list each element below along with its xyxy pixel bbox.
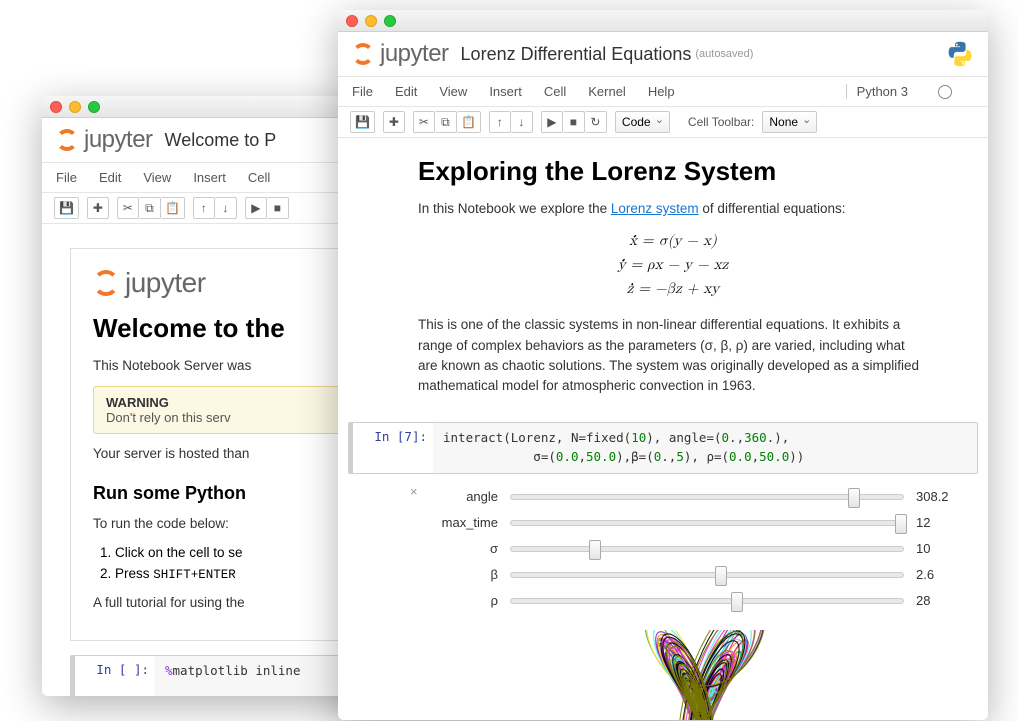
slider-value: 12	[916, 515, 966, 530]
close-widgets-icon[interactable]: ×	[410, 484, 418, 499]
minimize-icon[interactable]	[69, 101, 81, 113]
slider-value: 10	[916, 541, 966, 556]
zoom-icon[interactable]	[384, 15, 396, 27]
restart-button[interactable]: ↻	[585, 111, 607, 133]
jupyter-logo[interactable]: jupyter	[56, 126, 153, 154]
window-lorenz: jupyter Lorenz Differential Equations (a…	[338, 10, 988, 720]
slider-β[interactable]: β 2.6	[428, 562, 966, 588]
kernel-indicator[interactable]: Python 3	[846, 84, 974, 99]
slider-track[interactable]	[510, 520, 904, 526]
menu-item-edit[interactable]: Edit	[99, 170, 121, 185]
heading: Exploring the Lorenz System	[418, 156, 928, 187]
header: jupyter Lorenz Differential Equations (a…	[338, 32, 988, 77]
slider-label: max_time	[428, 515, 498, 530]
python-logo-icon	[946, 40, 974, 68]
copy-button[interactable]: ⧉	[139, 197, 161, 219]
close-icon[interactable]	[346, 15, 358, 27]
move-down-button[interactable]: ↓	[215, 197, 237, 219]
jupyter-logo[interactable]: jupyter	[352, 40, 449, 68]
menu-item-help[interactable]: Help	[648, 84, 675, 99]
menu-item-kernel[interactable]: Kernel	[588, 84, 626, 99]
menu-item-cell[interactable]: Cell	[248, 170, 270, 185]
notebook-title[interactable]: Welcome to P	[165, 130, 277, 151]
cut-button[interactable]: ✂	[117, 197, 139, 219]
move-down-button[interactable]: ↓	[511, 111, 533, 133]
widget-area: × angle 308.2 max_time 12 σ 10 β 2.6 ρ 28	[348, 478, 978, 622]
cell-prompt: In [ ]:	[75, 656, 155, 696]
menu-item-cell[interactable]: Cell	[544, 84, 566, 99]
menu-item-file[interactable]: File	[352, 84, 373, 99]
equations: ẋ = σ(y − x) ẏ = ρx − y − xz ż = −βz + x…	[418, 229, 928, 301]
cell-toolbar-label: Cell Toolbar:	[688, 115, 754, 129]
add-cell-button[interactable]: ✚	[87, 197, 109, 219]
slider-ρ[interactable]: ρ 28	[428, 588, 966, 614]
autosave-status: (autosaved)	[695, 48, 753, 60]
slider-value: 2.6	[916, 567, 966, 582]
notebook-body: Exploring the Lorenz System In this Note…	[338, 138, 988, 720]
text: This is one of the classic systems in no…	[418, 315, 928, 396]
slider-max_time[interactable]: max_time 12	[428, 510, 966, 536]
text: In this Notebook we explore the Lorenz s…	[418, 199, 928, 219]
warning-heading: WARNING	[106, 395, 169, 410]
code-cell[interactable]: In [7]: interact(Lorenz, N=fixed(10), an…	[348, 422, 978, 474]
save-button[interactable]: 💾	[54, 197, 79, 219]
cut-button[interactable]: ✂	[413, 111, 435, 133]
paste-button[interactable]: 📋	[457, 111, 481, 133]
slider-label: angle	[428, 489, 498, 504]
toolbar: 💾 ✚ ✂ ⧉ 📋 ↑ ↓ ▶ ■ ↻ Code Cell Toolbar: N…	[338, 107, 988, 138]
menu-item-edit[interactable]: Edit	[395, 84, 417, 99]
slider-track[interactable]	[510, 494, 904, 500]
jupyter-orb-icon	[56, 129, 78, 151]
notebook-title[interactable]: Lorenz Differential Equations	[461, 44, 692, 65]
menu-item-view[interactable]: View	[143, 170, 171, 185]
menu-item-file[interactable]: File	[56, 170, 77, 185]
add-cell-button[interactable]: ✚	[383, 111, 405, 133]
run-button[interactable]: ▶	[541, 111, 563, 133]
cell-type-select[interactable]: Code	[615, 111, 670, 133]
slider-σ[interactable]: σ 10	[428, 536, 966, 562]
zoom-icon[interactable]	[88, 101, 100, 113]
close-icon[interactable]	[50, 101, 62, 113]
move-up-button[interactable]: ↑	[489, 111, 511, 133]
slider-value: 28	[916, 593, 966, 608]
slider-value: 308.2	[916, 489, 966, 504]
move-up-button[interactable]: ↑	[193, 197, 215, 219]
jupyter-orb-icon	[93, 270, 119, 296]
menu-item-insert[interactable]: Insert	[489, 84, 522, 99]
slider-track[interactable]	[510, 598, 904, 604]
menubar: File Edit View Insert Cell Kernel Help Python 3	[338, 77, 988, 107]
slider-label: β	[428, 567, 498, 582]
slider-label: σ	[428, 541, 498, 556]
copy-button[interactable]: ⧉	[435, 111, 457, 133]
titlebar[interactable]	[338, 10, 988, 32]
cell-toolbar-select[interactable]: None	[762, 111, 817, 133]
run-button[interactable]: ▶	[245, 197, 267, 219]
menu-item-view[interactable]: View	[439, 84, 467, 99]
slider-track[interactable]	[510, 572, 904, 578]
stop-button[interactable]: ■	[563, 111, 585, 133]
lorenz-link[interactable]: Lorenz system	[611, 201, 699, 216]
menu-item-insert[interactable]: Insert	[193, 170, 226, 185]
lorenz-plot	[348, 630, 978, 720]
code-content[interactable]: interact(Lorenz, N=fixed(10), angle=(0.,…	[443, 429, 967, 467]
slider-angle[interactable]: angle 308.2	[428, 484, 966, 510]
slider-track[interactable]	[510, 546, 904, 552]
paste-button[interactable]: 📋	[161, 197, 185, 219]
save-button[interactable]: 💾	[350, 111, 375, 133]
jupyter-orb-icon	[352, 43, 374, 65]
cell-prompt: In [7]:	[353, 423, 433, 473]
slider-label: ρ	[428, 593, 498, 608]
warning-text: Don't rely on this serv	[106, 410, 231, 425]
stop-button[interactable]: ■	[267, 197, 289, 219]
minimize-icon[interactable]	[365, 15, 377, 27]
